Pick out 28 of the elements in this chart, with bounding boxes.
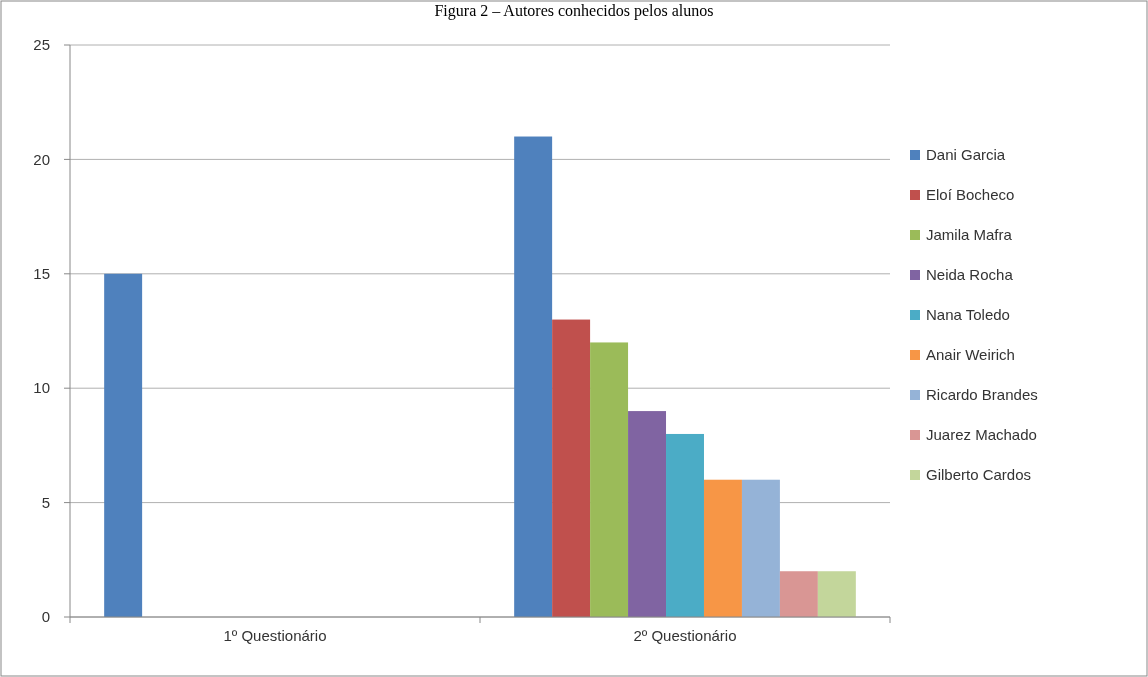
x-tick-label: 2º Questionário xyxy=(633,627,737,644)
legend-label: Gilberto Cardos xyxy=(926,466,1032,484)
bar xyxy=(741,479,780,617)
bar xyxy=(628,411,667,617)
y-tick-label: 25 xyxy=(33,36,50,54)
bar xyxy=(666,433,704,617)
bar xyxy=(590,342,629,617)
legend-label: Dani Garcia xyxy=(926,146,1006,164)
bar xyxy=(552,319,591,617)
legend-label: Neida Rocha xyxy=(926,266,1014,284)
bar xyxy=(817,571,856,617)
bar xyxy=(514,136,553,617)
y-tick-label: 10 xyxy=(33,379,50,397)
y-tick-label: 0 xyxy=(41,608,50,626)
legend-label: Jamila Mafra xyxy=(926,226,1013,244)
y-tick-label: 20 xyxy=(33,150,50,168)
legend-label: Ricardo Brandes xyxy=(926,386,1038,404)
chart-title: Figura 2 – Autores conhecidos pelos alunos xyxy=(434,2,714,20)
legend-label: Eloí Bocheco xyxy=(926,186,1015,204)
bar xyxy=(779,571,818,617)
legend-label: Anair Weirich xyxy=(926,346,1015,364)
legend-label: Nana Toledo xyxy=(926,306,1010,324)
y-tick-label: 5 xyxy=(41,493,50,511)
legend-label: Juarez Machado xyxy=(926,426,1037,444)
x-tick-label: 1º Questionário xyxy=(223,627,327,644)
y-tick-label: 15 xyxy=(33,265,50,283)
bar xyxy=(104,273,143,617)
bar xyxy=(703,479,742,617)
